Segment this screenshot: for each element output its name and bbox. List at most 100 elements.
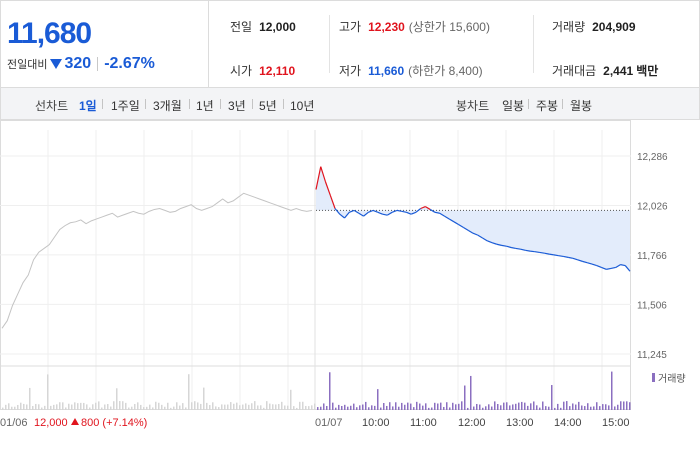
volume-bar <box>326 406 328 410</box>
tab-3months[interactable]: 3개월 <box>153 99 182 113</box>
intraday-chart[interactable]: 12,286 12,026 11,766 11,506 11,245 거래량 01/06 1… <box>0 120 700 450</box>
volume-bar <box>359 405 361 410</box>
volume-bar <box>347 406 349 410</box>
price-segment <box>544 252 550 255</box>
volume-bar <box>32 406 34 410</box>
volume-bar <box>371 405 373 410</box>
volume-bar <box>158 402 160 410</box>
price-segment <box>487 240 493 244</box>
stat-low: 저가 11,660 (하한가 8,400) <box>339 62 483 79</box>
price-segment <box>596 264 602 269</box>
volume-bar <box>527 405 529 410</box>
x-tick-label: 14:00 <box>554 417 582 429</box>
tab-weekly-candle[interactable]: 주봉 <box>536 99 559 113</box>
volume-bar <box>506 402 508 410</box>
volume-bar <box>497 404 499 410</box>
price-segment <box>344 211 350 219</box>
tab-1week[interactable]: 1주일 <box>111 99 140 113</box>
volume-bar <box>458 403 460 410</box>
volume-bar <box>455 404 457 410</box>
volume-bar <box>197 402 199 410</box>
volume-bar <box>350 405 352 410</box>
current-price: 11,680 <box>7 17 92 50</box>
price-segment <box>467 229 474 234</box>
volume-bar <box>566 401 568 410</box>
price-segment <box>477 234 483 239</box>
volume-bar <box>491 406 493 410</box>
volume-bar <box>512 404 514 410</box>
price-segment <box>358 212 364 217</box>
price-segment <box>530 250 535 253</box>
tab-daily-candle[interactable]: 일봉 <box>502 99 525 113</box>
volume-bar <box>134 404 136 410</box>
tab-monthly-candle[interactable]: 월봉 <box>570 99 593 113</box>
volume-bar <box>476 403 478 410</box>
volume-bar <box>539 407 541 410</box>
volume-bar <box>83 402 85 410</box>
volume-bar <box>68 403 70 410</box>
y-tick-label: 11,766 <box>637 251 667 262</box>
price-segment <box>382 213 388 216</box>
price-segment <box>615 264 621 268</box>
volume-bar <box>587 403 589 410</box>
volume-bar <box>593 406 595 410</box>
price-segment <box>501 244 507 247</box>
price-segment <box>396 209 402 212</box>
chart-grid <box>0 120 631 410</box>
price-segment <box>587 262 593 265</box>
volume-bar <box>548 406 550 410</box>
volume-bar <box>392 406 394 410</box>
volume-bar <box>95 402 97 410</box>
tab-1year[interactable]: 1년 <box>196 99 214 113</box>
volume-bar <box>299 401 301 410</box>
volume-bar <box>161 404 163 410</box>
volume-bar <box>278 404 280 410</box>
volume-bar <box>608 405 610 410</box>
volume-bar <box>383 403 385 410</box>
volume-bar <box>386 405 388 410</box>
stat-volume: 거래량 204,909 <box>552 18 636 35</box>
tab-5years[interactable]: 5년 <box>259 99 277 113</box>
price-segment <box>515 247 521 250</box>
volume-bar <box>176 402 178 410</box>
volume-bar <box>203 387 205 410</box>
tab-1day[interactable]: 1일 <box>79 99 97 113</box>
volume-bar <box>314 403 316 410</box>
volume-bar <box>11 406 13 410</box>
price-segment <box>434 211 440 214</box>
volume-bar <box>626 401 628 410</box>
volume-bar <box>380 407 382 410</box>
price-segment <box>349 209 355 213</box>
volume-bar <box>596 402 598 410</box>
price-segment <box>315 166 322 190</box>
stat-label: 거래량 <box>552 20 586 34</box>
volume-bar <box>428 407 430 410</box>
tab-10years[interactable]: 10년 <box>290 99 315 113</box>
chart-lines <box>1 166 631 329</box>
volume-bar <box>620 401 622 410</box>
price-segment <box>472 232 478 236</box>
volume-bar <box>422 405 424 410</box>
y-tick-label: 12,286 <box>637 152 668 163</box>
divider <box>533 15 534 73</box>
volume-bar <box>212 402 214 410</box>
volume-bar <box>578 401 580 410</box>
volume-bar <box>302 401 304 410</box>
volume-bar <box>401 402 403 410</box>
volume-bar <box>530 403 532 410</box>
price-segment <box>624 265 631 272</box>
tab-3years[interactable]: 3년 <box>228 99 246 113</box>
volume-bar <box>146 406 148 410</box>
volume-bar <box>107 403 109 410</box>
volume-bar <box>200 403 202 410</box>
price-segment <box>334 208 341 215</box>
volume-bar <box>17 404 19 410</box>
volume-bar <box>605 404 607 410</box>
stat-value: 12,230 <box>368 20 405 34</box>
price-segment <box>558 255 564 258</box>
volume-bar <box>362 404 364 410</box>
volume-bar <box>221 404 223 410</box>
price-segment <box>439 212 445 217</box>
stat-prev-close: 전일 12,000 <box>230 18 296 35</box>
y-tick-label: 11,245 <box>637 350 667 361</box>
